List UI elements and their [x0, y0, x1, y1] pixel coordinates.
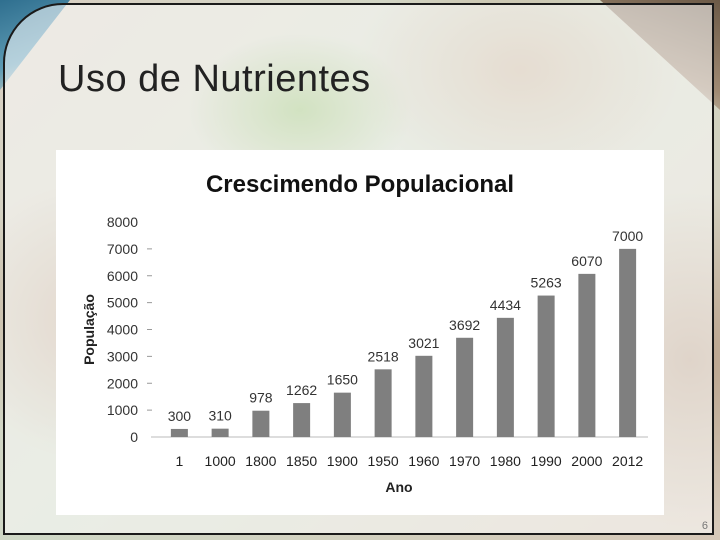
- y-tick-label: 4000: [107, 322, 138, 338]
- bar: [496, 317, 514, 437]
- x-tick-label: 1850: [286, 453, 317, 469]
- data-label: 310: [208, 408, 232, 424]
- bar: [537, 295, 555, 437]
- bar: [293, 403, 311, 437]
- data-label: 3692: [449, 317, 480, 333]
- data-label: 300: [168, 408, 192, 424]
- bar: [415, 355, 433, 437]
- bar: [619, 248, 637, 437]
- y-tick-label: 1000: [107, 402, 138, 418]
- x-axis-title: Ano: [385, 479, 412, 495]
- bar: [333, 392, 351, 437]
- bar: [456, 337, 474, 437]
- x-tick-label: 1000: [205, 453, 236, 469]
- y-tick-label: 3000: [107, 348, 138, 364]
- x-tick-label: 1990: [531, 453, 562, 469]
- y-tick-label: 8000: [107, 214, 138, 230]
- chart-container: Crescimendo Populacional 0 1000 2000 3000 400…: [56, 150, 664, 515]
- x-tick-label: 1950: [368, 453, 399, 469]
- x-tick-label: 1800: [245, 453, 276, 469]
- x-tick-label: 2012: [612, 453, 643, 469]
- page-number: 6: [701, 520, 708, 532]
- x-tick-label: 2000: [571, 453, 602, 469]
- population-bar-chart: Crescimendo Populacional 0 1000 2000 3000 400…: [81, 171, 648, 495]
- y-tick-label: 2000: [107, 375, 138, 391]
- x-tick-label: 1: [175, 453, 183, 469]
- x-tick-label: 1960: [408, 453, 439, 469]
- slide-title: Uso de Nutrientes: [58, 58, 371, 100]
- data-label: 1262: [286, 382, 317, 398]
- data-label: 6070: [571, 253, 602, 269]
- y-axis-title: População: [81, 294, 97, 365]
- bar: [578, 273, 596, 437]
- bar: [211, 428, 229, 437]
- data-label: 4434: [490, 297, 521, 313]
- y-tick-label: 7000: [107, 241, 138, 257]
- chart-title: Crescimendo Populacional: [206, 171, 514, 198]
- data-label: 3021: [408, 335, 439, 351]
- x-tick-label: 1970: [449, 453, 480, 469]
- x-tick-label: 1900: [327, 453, 358, 469]
- y-tick-label: 6000: [107, 268, 138, 284]
- data-label: 7000: [612, 228, 643, 244]
- data-label: 978: [249, 390, 273, 406]
- data-label: 1650: [327, 372, 358, 388]
- y-tick-label: 0: [130, 429, 138, 445]
- bar: [374, 369, 392, 437]
- data-label: 5263: [531, 275, 562, 291]
- bar: [252, 410, 270, 437]
- x-tick-label: 1980: [490, 453, 521, 469]
- bar: [170, 428, 188, 437]
- y-tick-label: 5000: [107, 295, 138, 311]
- data-label: 2518: [368, 348, 399, 364]
